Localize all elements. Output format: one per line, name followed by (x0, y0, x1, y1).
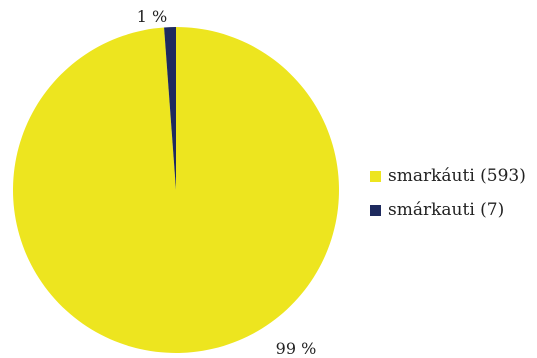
legend-item-smarkauti-short: smárkauti (7) (370, 199, 526, 221)
pie-slice-smarkauti (13, 27, 340, 354)
percent-label-smarkauti-short: 1 % (137, 7, 167, 26)
pie-slice-smarkauti-short (164, 27, 176, 190)
legend-swatch-smarkauti-short (370, 204, 381, 216)
legend: smarkáuti (593) smárkauti (7) (370, 165, 526, 233)
percent-label-smarkauti: 99 % (276, 339, 317, 358)
legend-label-smarkauti: smarkáuti (593) (388, 166, 526, 186)
legend-item-smarkauti: smarkáuti (593) (370, 165, 526, 187)
legend-swatch-smarkauti (370, 170, 381, 182)
legend-label-smarkauti-short: smárkauti (7) (388, 200, 505, 220)
